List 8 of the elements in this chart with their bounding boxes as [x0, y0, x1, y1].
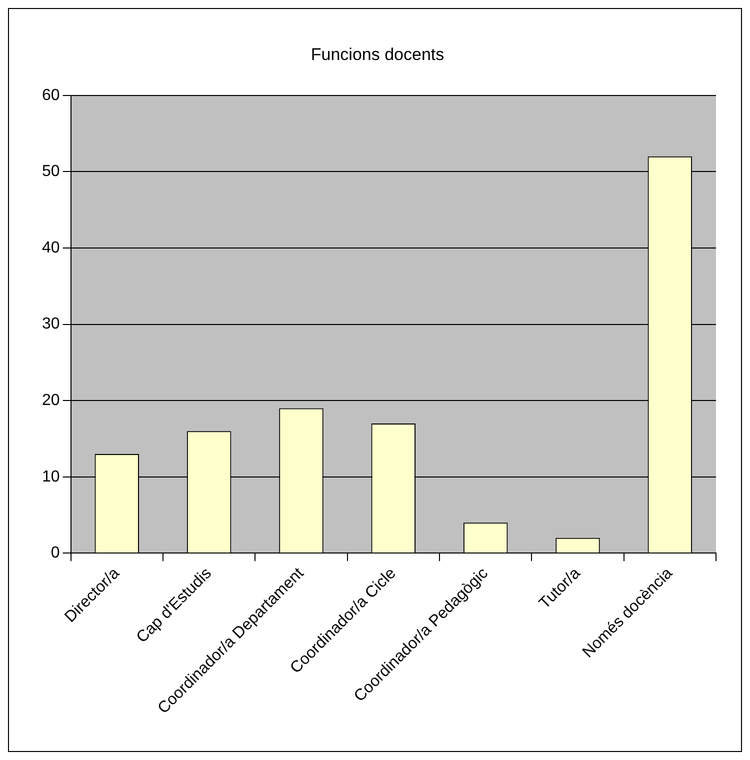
y-tick-label: 20 [42, 392, 60, 409]
y-tick-label: 60 [42, 86, 60, 104]
y-tick-label: 30 [42, 316, 60, 333]
y-tick-label: 0 [50, 544, 60, 562]
y-tick-label: 50 [42, 163, 60, 180]
chart-title: Funcions docents [310, 44, 444, 64]
y-tick-label: 40 [42, 239, 60, 256]
y-tick-label: 10 [42, 468, 60, 486]
